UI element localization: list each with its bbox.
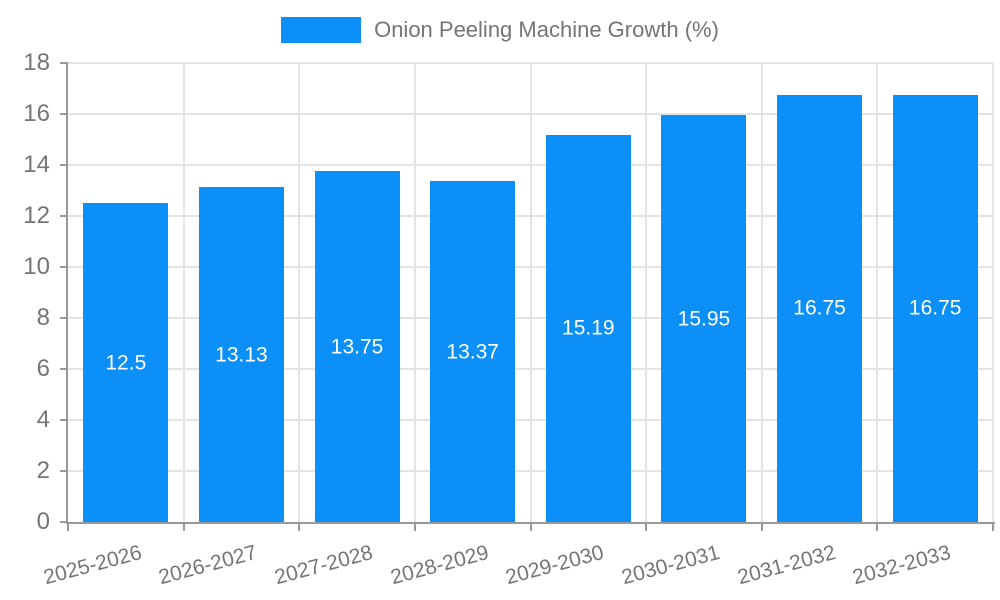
x-tick-mark (413, 522, 416, 531)
bar-value-label: 13.75 (330, 335, 384, 359)
bar-value-label: 16.75 (793, 296, 846, 320)
x-gridline (992, 63, 994, 522)
x-tick-mark (876, 522, 879, 531)
bar-value-label: 13.37 (446, 340, 499, 364)
legend[interactable]: Onion Peeling Machine Growth (%) (0, 16, 1000, 44)
x-gridline (413, 63, 416, 522)
x-tick-mark (992, 522, 994, 531)
bar-value-label: 13.13 (215, 343, 268, 367)
x-gridline (529, 63, 532, 522)
bar-value-label: 16.75 (908, 296, 962, 320)
x-tick-mark (529, 522, 532, 531)
x-gridline (760, 63, 763, 522)
x-axis-line (66, 522, 995, 524)
y-tick-mark (60, 164, 68, 166)
x-tick-mark (760, 522, 763, 531)
bar[interactable] (198, 187, 284, 522)
x-tick-mark (645, 522, 648, 531)
y-tick-label: 4 (36, 406, 50, 433)
bar[interactable] (545, 134, 631, 522)
bar[interactable] (661, 115, 747, 522)
y-tick-label: 12 (23, 202, 50, 229)
y-tick-mark (60, 368, 68, 370)
x-gridline (182, 63, 185, 522)
bar[interactable] (777, 94, 863, 522)
legend-swatch (281, 17, 362, 43)
y-tick-label: 16 (23, 100, 50, 127)
y-tick-mark (60, 215, 68, 217)
bar[interactable] (83, 203, 169, 522)
y-tick-mark (60, 419, 68, 421)
bar[interactable] (314, 171, 400, 522)
y-tick-mark (60, 62, 68, 64)
y-axis-line (66, 63, 68, 524)
y-tick-label: 8 (36, 304, 50, 331)
bar-value-label: 15.95 (677, 307, 731, 331)
legend-label: Onion Peeling Machine Growth (%) (374, 17, 719, 42)
y-tick-label: 0 (36, 508, 50, 535)
y-tick-mark (60, 266, 68, 268)
bar-value-label: 15.19 (562, 316, 615, 340)
bar[interactable] (430, 181, 516, 522)
y-tick-mark (60, 113, 68, 115)
bar[interactable] (892, 94, 978, 522)
y-tick-mark (60, 317, 68, 319)
bar-value-label: 12.5 (105, 351, 147, 375)
x-gridline (645, 63, 648, 522)
y-tick-label: 14 (23, 151, 50, 178)
y-tick-label: 18 (23, 49, 50, 76)
x-tick-mark (182, 522, 185, 531)
x-tick-mark (67, 522, 69, 531)
y-tick-mark (60, 521, 68, 523)
x-gridline (876, 63, 879, 522)
x-gridline (298, 63, 301, 522)
x-tick-mark (298, 522, 301, 531)
y-tick-label: 6 (36, 355, 50, 382)
y-tick-label: 10 (23, 253, 50, 280)
y-tick-label: 2 (36, 457, 50, 484)
y-tick-mark (60, 470, 68, 472)
